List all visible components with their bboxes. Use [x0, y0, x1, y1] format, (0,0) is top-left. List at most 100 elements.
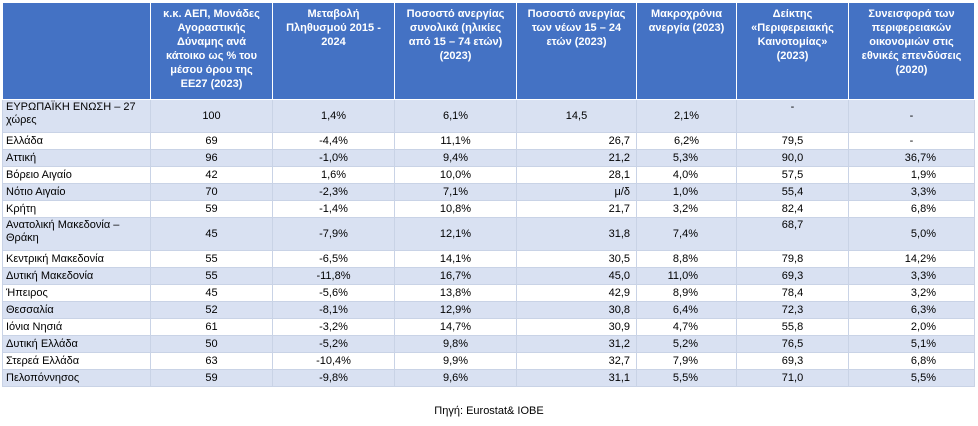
table-row: Ελλάδα 69 -4,4% 11,1% 26,7 6,2% 79,5 -	[2, 132, 975, 150]
unemployment-value: 16,7%	[394, 267, 517, 285]
unemployment-value: 6,1%	[394, 99, 517, 133]
innovation-index-value: -	[736, 99, 849, 133]
long-term-unemployment-value: 6,4%	[636, 301, 737, 319]
innovation-index-value: 69,3	[736, 352, 849, 370]
region-name: Νότιο Αιγαίο	[2, 183, 151, 201]
population-change-value: 1,4%	[272, 99, 395, 133]
gdp-value: 55	[150, 250, 273, 268]
region-name: Πελοπόννησος	[2, 369, 151, 387]
youth-unemployment-value: 21,2	[516, 149, 637, 167]
population-change-value: -1,4%	[272, 200, 395, 218]
gdp-value: 69	[150, 132, 273, 150]
gdp-value: 59	[150, 200, 273, 218]
population-change-value: -11,8%	[272, 267, 395, 285]
region-name: Ιόνια Νησιά	[2, 318, 151, 336]
long-term-unemployment-value: 6,2%	[636, 132, 737, 150]
population-change-value: -9,8%	[272, 369, 395, 387]
long-term-unemployment-value: 5,5%	[636, 369, 737, 387]
innovation-index-value: 55,8	[736, 318, 849, 336]
population-change-value: -1,0%	[272, 149, 395, 167]
population-change-value: 1,6%	[272, 166, 395, 184]
table-row: Νότιο Αιγαίο 70 -2,3% 7,1% μ/δ 1,0% 55,4…	[2, 183, 975, 201]
gdp-value: 45	[150, 284, 273, 302]
population-change-value: -3,2%	[272, 318, 395, 336]
long-term-unemployment-value: 8,8%	[636, 250, 737, 268]
table-row: Δυτική Μακεδονία 55 -11,8% 16,7% 45,0 11…	[2, 267, 975, 285]
header-region	[2, 2, 151, 100]
long-term-unemployment-value: 1,0%	[636, 183, 737, 201]
header-gdp-pps: κ.κ. ΑΕΠ, Μονάδες Αγοραστικής Δύναμης αν…	[150, 2, 273, 100]
youth-unemployment-value: 28,1	[516, 166, 637, 184]
table-row: Βόρειο Αιγαίο 42 1,6% 10,0% 28,1 4,0% 57…	[2, 166, 975, 184]
innovation-index-value: 68,7	[736, 217, 849, 251]
region-name: Ελλάδα	[2, 132, 151, 150]
youth-unemployment-value: 30,9	[516, 318, 637, 336]
innovation-index-value: 76,5	[736, 335, 849, 353]
long-term-unemployment-value: 7,9%	[636, 352, 737, 370]
innovation-index-value: 72,3	[736, 301, 849, 319]
gdp-value: 52	[150, 301, 273, 319]
population-change-value: -4,4%	[272, 132, 395, 150]
innovation-index-value: 55,4	[736, 183, 849, 201]
long-term-unemployment-value: 7,4%	[636, 217, 737, 251]
unemployment-value: 10,8%	[394, 200, 517, 218]
investment-contribution-value: -	[848, 132, 975, 150]
youth-unemployment-value: 14,5	[516, 99, 637, 133]
youth-unemployment-value: 26,7	[516, 132, 637, 150]
long-term-unemployment-value: 2,1%	[636, 99, 737, 133]
unemployment-value: 9,4%	[394, 149, 517, 167]
region-name: Ανατολική Μακεδονία – Θράκη	[2, 217, 151, 251]
investment-contribution-value: 6,8%	[848, 200, 975, 218]
table-header-row: κ.κ. ΑΕΠ, Μονάδες Αγοραστικής Δύναμης αν…	[2, 2, 975, 100]
gdp-value: 61	[150, 318, 273, 336]
youth-unemployment-value: 30,8	[516, 301, 637, 319]
unemployment-value: 9,9%	[394, 352, 517, 370]
innovation-index-value: 69,3	[736, 267, 849, 285]
gdp-value: 55	[150, 267, 273, 285]
long-term-unemployment-value: 4,0%	[636, 166, 737, 184]
population-change-value: -7,9%	[272, 217, 395, 251]
region-name: Ήπειρος	[2, 284, 151, 302]
unemployment-value: 12,1%	[394, 217, 517, 251]
investment-contribution-value: 14,2%	[848, 250, 975, 268]
unemployment-value: 9,8%	[394, 335, 517, 353]
unemployment-value: 7,1%	[394, 183, 517, 201]
population-change-value: -6,5%	[272, 250, 395, 268]
gdp-value: 63	[150, 352, 273, 370]
unemployment-value: 11,1%	[394, 132, 517, 150]
table-row: Κρήτη 59 -1,4% 10,8% 21,7 3,2% 82,4 6,8%	[2, 200, 975, 218]
unemployment-value: 12,9%	[394, 301, 517, 319]
long-term-unemployment-value: 3,2%	[636, 200, 737, 218]
region-name: Δυτική Ελλάδα	[2, 335, 151, 353]
region-name: Δυτική Μακεδονία	[2, 267, 151, 285]
unemployment-value: 9,6%	[394, 369, 517, 387]
gdp-value: 42	[150, 166, 273, 184]
header-investment-contribution: Συνεισφορά των περιφερειακών οικονομιών …	[848, 2, 975, 100]
header-population-change: Μεταβολή Πληθυσμού 2015 - 2024	[272, 2, 395, 100]
innovation-index-value: 78,4	[736, 284, 849, 302]
investment-contribution-value: -	[848, 99, 975, 133]
header-youth-unemployment: Ποσοστό ανεργίας των νέων 15 – 24 ετών (…	[516, 2, 637, 100]
population-change-value: -5,2%	[272, 335, 395, 353]
unemployment-value: 10,0%	[394, 166, 517, 184]
investment-contribution-value: 5,1%	[848, 335, 975, 353]
table-row: Αττική 96 -1,0% 9,4% 21,2 5,3% 90,0 36,7…	[2, 149, 975, 167]
youth-unemployment-value: 31,8	[516, 217, 637, 251]
youth-unemployment-value: 31,2	[516, 335, 637, 353]
investment-contribution-value: 3,3%	[848, 183, 975, 201]
region-name: Στερεά Ελλάδα	[2, 352, 151, 370]
long-term-unemployment-value: 4,7%	[636, 318, 737, 336]
regional-indicators-table: κ.κ. ΑΕΠ, Μονάδες Αγοραστικής Δύναμης αν…	[2, 2, 975, 387]
header-long-term-unemployment: Μακροχρόνια ανεργία (2023)	[636, 2, 737, 100]
investment-contribution-value: 2,0%	[848, 318, 975, 336]
header-unemployment: Ποσοστό ανεργίας συνολικά (ηλικίες από 1…	[394, 2, 517, 100]
table-row: ΕΥΡΩΠΑΪΚΗ ΕΝΩΣΗ – 27 χώρες 100 1,4% 6,1%…	[2, 99, 975, 133]
investment-contribution-value: 3,3%	[848, 267, 975, 285]
long-term-unemployment-value: 5,2%	[636, 335, 737, 353]
header-innovation-index: Δείκτης «Περιφερειακής Καινοτομίας» (202…	[736, 2, 849, 100]
table-row: Κεντρική Μακεδονία 55 -6,5% 14,1% 30,5 8…	[2, 250, 975, 268]
table-row: Δυτική Ελλάδα 50 -5,2% 9,8% 31,2 5,2% 76…	[2, 335, 975, 353]
innovation-index-value: 71,0	[736, 369, 849, 387]
gdp-value: 70	[150, 183, 273, 201]
region-name: Βόρειο Αιγαίο	[2, 166, 151, 184]
